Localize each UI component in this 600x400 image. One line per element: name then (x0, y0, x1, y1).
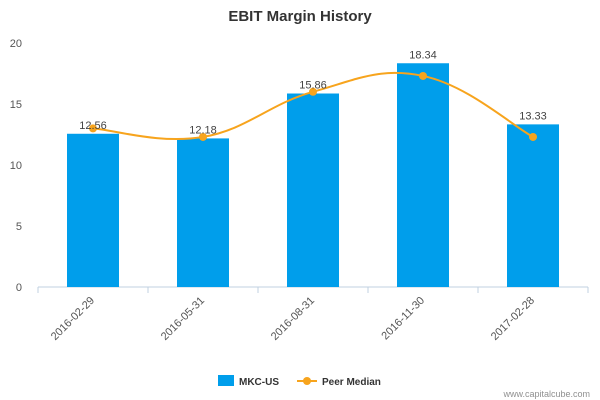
bar-data-label: 15.86 (299, 80, 327, 92)
x-tick-label: 2016-08-31 (269, 295, 317, 343)
x-tick-label: 2016-05-31 (159, 295, 207, 343)
legend[interactable]: MKC-US Peer Median (218, 375, 381, 388)
peer-median-point-2016-08-31 (309, 87, 317, 96)
legend-swatch-point (303, 377, 311, 385)
peer-median-point-2016-11-30 (419, 71, 427, 80)
chart-title: EBIT Margin History (228, 8, 372, 25)
x-tick-label: 2016-02-29 (49, 295, 97, 343)
legend-label: Peer Median (322, 377, 381, 388)
x-tick-label: 2017-02-28 (489, 295, 537, 343)
labels-layer: 12.56 12.18 15.86 18.34 13.33 (79, 49, 547, 136)
legend-swatch-bar (218, 375, 234, 386)
y-tick-label: 0 (16, 282, 22, 294)
bar-2016-08-31 (287, 93, 339, 288)
bar-2017-02-28 (507, 124, 559, 288)
bar-data-label: 12.18 (189, 124, 217, 136)
bar-data-label: 13.33 (519, 110, 547, 122)
peer-median-point-2016-05-31 (199, 132, 207, 141)
bar-2016-05-31 (177, 138, 229, 287)
line-layer (89, 71, 537, 141)
legend-item-peer-median[interactable]: Peer Median (297, 377, 381, 388)
peer-median-point-2017-02-28 (529, 132, 537, 141)
bar-2016-11-30 (397, 63, 449, 287)
bar-data-label: 12.56 (79, 120, 107, 132)
bars-layer (67, 63, 559, 288)
y-tick-label: 10 (10, 160, 22, 172)
bar-data-label: 18.34 (409, 49, 437, 61)
peer-median-point-2016-02-29 (89, 124, 97, 133)
bar-2016-02-29 (67, 133, 119, 287)
y-tick-label: 15 (10, 99, 22, 111)
legend-label: MKC-US (239, 377, 279, 388)
y-tick-label: 5 (16, 221, 22, 233)
y-tick-label: 20 (10, 38, 22, 50)
credit-text: www.capitalcube.com (502, 389, 590, 399)
legend-item-mkc-us[interactable]: MKC-US (218, 375, 279, 388)
x-tick-label: 2016-11-30 (379, 295, 427, 343)
